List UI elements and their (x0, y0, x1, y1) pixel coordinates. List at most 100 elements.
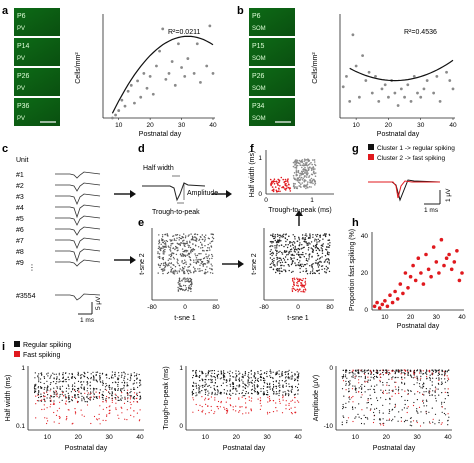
i-2-dot-582 (291, 388, 293, 390)
i-1-dot-145 (59, 393, 61, 396)
i-2-dot-69 (201, 372, 204, 374)
i-1-dot-78 (46, 386, 49, 389)
i-2-dot-284 (239, 385, 241, 387)
i-2-dot-460 (269, 383, 271, 385)
e-points-dot-303 (198, 239, 200, 242)
i-1-dot-307 (87, 371, 89, 373)
i-3-dot-461 (420, 377, 422, 379)
i-2-dot-227 (229, 379, 231, 381)
e2-points-dot-325 (317, 261, 319, 264)
e2-points-dot-180 (276, 258, 278, 260)
i-3-dot-567 (438, 371, 440, 373)
e-points-dot-299 (164, 267, 166, 269)
i-1-dot-1 (35, 403, 37, 405)
e2-points-cluster-dot-10 (292, 280, 294, 282)
x-tick-i-3-1: 10 (352, 434, 360, 441)
i-1-dot-16 (34, 390, 36, 392)
e2-points-dot-384 (286, 250, 288, 252)
e-points-dot-272 (195, 240, 198, 242)
e-points-dot-341 (205, 253, 207, 255)
e2-points-dot-293 (306, 273, 309, 275)
e-points-dot-262 (195, 257, 198, 259)
h-point-19 (419, 271, 423, 275)
x-tick-h-1: 10 (381, 314, 389, 321)
i-2-dot-609 (294, 411, 296, 413)
e2-points-dot-342 (277, 235, 279, 237)
i-2-dot-94 (208, 412, 210, 414)
i-1-dot-430 (105, 397, 107, 400)
e2-points-dot-165 (311, 264, 313, 266)
i-2-dot-19 (196, 394, 198, 396)
e-points-dot-300 (202, 265, 204, 267)
e-points-dot-132 (190, 271, 192, 274)
i-3-dot-292 (392, 389, 394, 391)
e2-points-dot-23 (309, 233, 311, 235)
i-3-dot-540 (431, 373, 433, 375)
i-3-dot-373 (404, 372, 406, 375)
point-b-18 (396, 104, 400, 107)
e-points-dot-290 (197, 261, 200, 263)
i-3-dot-141 (363, 414, 365, 416)
e-points-dot-409 (184, 266, 186, 268)
i-1-dot-608 (136, 377, 138, 379)
i-2-dot-286 (238, 370, 240, 372)
i-1-dot-247 (74, 382, 76, 384)
i-1-dot-377 (95, 371, 97, 373)
e2-points-dot-407 (292, 260, 294, 262)
e-points-dot-419 (167, 271, 170, 274)
i-1-dot-610 (136, 373, 138, 375)
e2-points-dot-144 (316, 241, 318, 243)
i-2-dot-377 (253, 384, 255, 386)
i-3-dot-31 (345, 374, 347, 376)
e2-points-dot-398 (294, 235, 296, 238)
i-2-dot-175 (219, 378, 221, 380)
i-3-dot-430 (413, 370, 415, 372)
e-points-cluster-dot-59 (184, 279, 186, 281)
e-points-dot-288 (208, 262, 210, 264)
i-3-dot-427 (412, 404, 415, 407)
e-points-cluster-dot-61 (184, 277, 186, 279)
i-2-dot-16 (192, 411, 194, 413)
e-points-dot-386 (211, 233, 213, 235)
e2-points-cluster-dot-41 (297, 284, 299, 287)
e-points-cluster-dot-32 (178, 283, 180, 286)
f-point-s1-160 (292, 175, 295, 177)
i-3-dot-391 (407, 371, 409, 373)
panel-b: b P6 P15 P26 P34 SOM SOM SOM SOM 100 μm … (237, 5, 457, 138)
e-points-dot-381 (186, 242, 188, 244)
i-1-dot-416 (106, 395, 108, 398)
i-1-dot-241 (74, 390, 77, 392)
x-tick-i-2-3: 30 (264, 434, 272, 441)
i-2-dot-324 (244, 395, 246, 397)
i-3-dot-440 (416, 421, 418, 424)
image-label-a-2: P14 (17, 43, 30, 50)
e-points-dot-385 (186, 269, 188, 271)
i-3-dot-576 (438, 369, 440, 371)
e-points-dot-322 (189, 259, 192, 261)
i-1-dot-317 (87, 392, 89, 394)
e-points-dot-349 (192, 243, 194, 245)
point-b-20 (403, 95, 406, 99)
point-a-14 (151, 92, 155, 96)
i-3-dot-107 (357, 369, 359, 371)
f-point-s2-49 (288, 183, 290, 186)
e2-points-dot-355 (298, 254, 300, 257)
e-points-dot-154 (176, 272, 179, 274)
i-1-dot-109 (53, 411, 55, 414)
e-points-dot-230 (199, 268, 201, 270)
panel-e2: t-sne 2 t-sne 1 -80 0 80 (251, 210, 334, 322)
e2-points-cluster-dot-37 (298, 289, 300, 292)
micrograph-a-4 (14, 98, 60, 126)
f-point-s2-54 (272, 181, 274, 183)
i-3-dot-417 (413, 401, 415, 404)
i-2-dot-510 (279, 402, 281, 404)
e2-points-dot-76 (303, 240, 305, 243)
i-2-dot-443 (266, 411, 269, 413)
e2-points-dot-382 (329, 244, 331, 247)
e-points-dot-235 (170, 255, 172, 258)
i-2-dot-11 (191, 392, 193, 394)
i-2-dot-583 (291, 413, 293, 415)
unit-label-6: #6 (16, 227, 24, 234)
e2-points-dot-309 (324, 235, 327, 237)
